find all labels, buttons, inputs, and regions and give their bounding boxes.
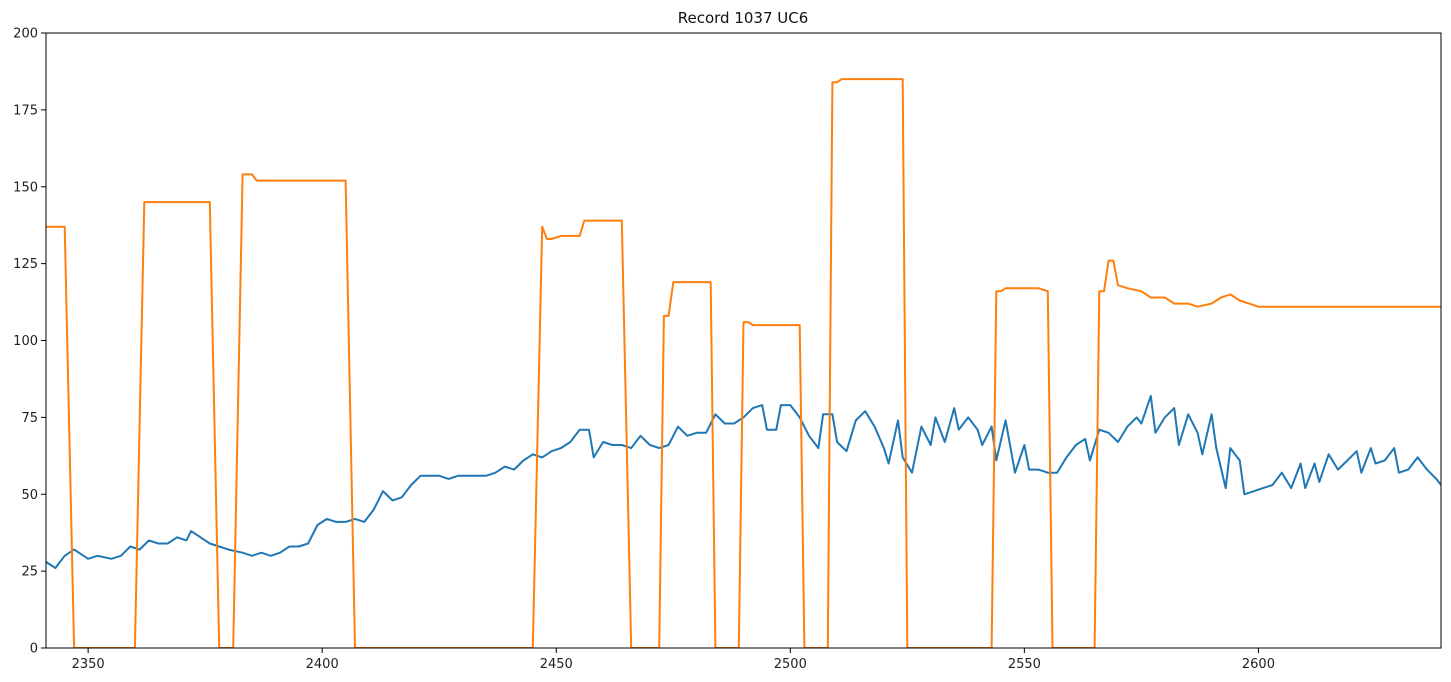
axes-layer: 2350 2400 2450 2500 2550 26000255075100125150… — [13, 27, 1442, 672]
series-line-2 — [46, 78, 1441, 648]
series-layer — [46, 78, 1441, 648]
y-tick-label: 175 — [13, 103, 38, 118]
x-tick-label: 2550 — [1008, 657, 1041, 672]
y-tick-label: 0 — [30, 642, 38, 657]
x-tick-label: 2500 — [774, 657, 807, 672]
y-tick-label: 125 — [13, 257, 38, 272]
x-tick-label: 2450 — [540, 657, 573, 672]
y-tick-label: 25 — [21, 565, 38, 580]
y-tick-label: 200 — [13, 27, 38, 42]
y-tick-label: 50 — [21, 488, 38, 503]
chart-title: Record 1037 UC6 — [678, 9, 809, 27]
x-tick-label: 2350 — [72, 657, 105, 672]
y-tick-label: 150 — [13, 180, 38, 195]
series-line-1 — [46, 394, 1441, 569]
x-tick-label: 2600 — [1242, 657, 1275, 672]
y-tick-label: 100 — [13, 334, 38, 349]
x-tick-label: 2400 — [306, 657, 339, 672]
y-tick-label: 75 — [21, 411, 38, 426]
